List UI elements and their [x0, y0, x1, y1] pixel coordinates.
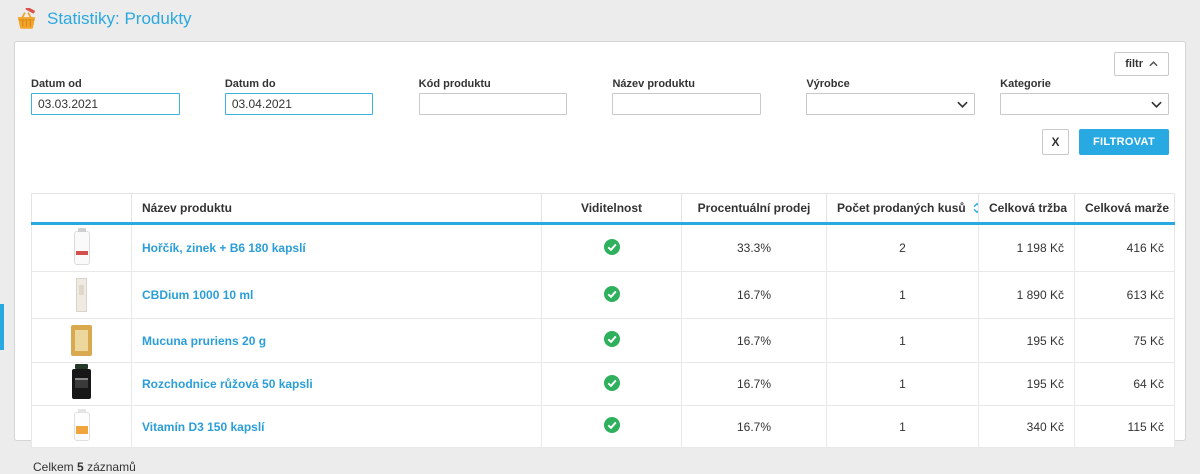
date-from-label: Datum od: [31, 78, 200, 90]
visible-check-icon: [604, 375, 620, 391]
products-stats-table: Název produktu Viditelnost Procentuální …: [31, 193, 1175, 448]
date-to-label: Datum do: [225, 78, 394, 90]
revenue-cell: 195 Kč: [979, 363, 1075, 406]
filter-field-product-code: Kód produktu: [419, 78, 588, 115]
records-total-suffix: záznamů: [87, 460, 136, 474]
margin-cell: 613 Kč: [1075, 272, 1175, 319]
column-header-product-name: Název produktu: [132, 194, 542, 224]
product-thumbnail: [76, 278, 87, 312]
filter-field-date-to: Datum do: [225, 78, 394, 115]
visible-check-icon: [604, 331, 620, 347]
product-link[interactable]: Mucuna pruriens 20 g: [142, 334, 266, 348]
column-header-sold-count[interactable]: Počet prodaných kusů: [827, 194, 979, 224]
filter-field-product-name: Název produktu: [612, 78, 781, 115]
revenue-cell: 195 Kč: [979, 319, 1075, 363]
percent-cell: 16.7%: [682, 272, 827, 319]
table-row: CBDium 1000 10 ml 16.7% 1 1 890 Kč 613 K…: [32, 272, 1175, 319]
product-thumbnail: [74, 231, 90, 265]
column-label: Počet prodaných kusů: [837, 201, 966, 215]
percent-cell: 16.7%: [682, 319, 827, 363]
chevron-down-icon: [1151, 101, 1162, 108]
count-cell: 1: [827, 319, 979, 363]
product-code-input[interactable]: [419, 93, 568, 115]
column-label: Celková tržba: [989, 201, 1067, 215]
percent-cell: 33.3%: [682, 224, 827, 272]
percent-cell: 16.7%: [682, 363, 827, 406]
product-thumbnail: [72, 369, 91, 399]
visible-check-icon: [604, 417, 620, 433]
count-cell: 1: [827, 272, 979, 319]
clear-filter-button[interactable]: X: [1042, 129, 1069, 155]
margin-cell: 416 Kč: [1075, 224, 1175, 272]
column-header-percent-sales: Procentuální prodej: [682, 194, 827, 224]
filter-field-category: Kategorie: [1000, 78, 1169, 115]
filter-submit-button[interactable]: FILTROVAT: [1079, 129, 1169, 155]
filter-field-date-from: Datum od: [31, 78, 200, 115]
filter-field-manufacturer: Výrobce: [806, 78, 975, 115]
chevron-up-icon: [1149, 61, 1158, 67]
table-header-row: Název produktu Viditelnost Procentuální …: [32, 194, 1175, 224]
column-header-total-revenue[interactable]: Celková tržba: [979, 194, 1075, 224]
product-name-label: Název produktu: [612, 78, 781, 90]
percent-cell: 16.7%: [682, 406, 827, 448]
records-total: Celkem 5 záznamů: [31, 448, 1169, 474]
product-link[interactable]: Vitamín D3 150 kapslí: [142, 420, 265, 434]
filter-toggle-button[interactable]: filtr: [1114, 52, 1169, 76]
sort-icon[interactable]: [973, 203, 979, 213]
column-label: Celková marže: [1085, 201, 1169, 215]
table-row: Vitamín D3 150 kapslí 16.7% 1 340 Kč 115…: [32, 406, 1175, 448]
column-header-image: [32, 194, 132, 224]
product-code-label: Kód produktu: [419, 78, 588, 90]
page-title: Statistiky: Produkty: [47, 9, 192, 29]
count-cell: 2: [827, 224, 979, 272]
date-from-input[interactable]: [31, 93, 180, 115]
margin-cell: 75 Kč: [1075, 319, 1175, 363]
product-link[interactable]: Rozchodnice růžová 50 kapsli: [142, 377, 313, 391]
count-cell: 1: [827, 363, 979, 406]
manufacturer-label: Výrobce: [806, 78, 975, 90]
product-thumbnail: [74, 412, 90, 441]
table-row: Rozchodnice růžová 50 kapsli 16.7% 1 195…: [32, 363, 1175, 406]
page-header: Statistiky: Produkty: [0, 0, 1200, 38]
table-row: Hořčík, zinek + B6 180 kapslí 33.3% 2 1 …: [32, 224, 1175, 272]
basket-icon: [15, 8, 38, 31]
visible-check-icon: [604, 286, 620, 302]
filter-toggle-label: filtr: [1125, 58, 1143, 70]
product-link[interactable]: CBDium 1000 10 ml: [142, 288, 253, 302]
revenue-cell: 340 Kč: [979, 406, 1075, 448]
date-to-input[interactable]: [225, 93, 374, 115]
column-header-visibility: Viditelnost: [542, 194, 682, 224]
column-header-total-margin[interactable]: Celková marže: [1075, 194, 1175, 224]
margin-cell: 115 Kč: [1075, 406, 1175, 448]
content-card: filtr Datum od Datum do Kód produktu Náz…: [14, 41, 1186, 441]
visible-check-icon: [604, 239, 620, 255]
count-cell: 1: [827, 406, 979, 448]
category-label: Kategorie: [1000, 78, 1169, 90]
records-total-count: 5: [77, 460, 84, 474]
chevron-down-icon: [957, 101, 968, 108]
revenue-cell: 1 198 Kč: [979, 224, 1075, 272]
margin-cell: 64 Kč: [1075, 363, 1175, 406]
product-name-input[interactable]: [612, 93, 761, 115]
product-link[interactable]: Hořčík, zinek + B6 180 kapslí: [142, 241, 306, 255]
revenue-cell: 1 890 Kč: [979, 272, 1075, 319]
filter-fields: Datum od Datum do Kód produktu Název pro…: [31, 78, 1169, 115]
category-select[interactable]: [1000, 93, 1169, 115]
table-row: Mucuna pruriens 20 g 16.7% 1 195 Kč 75 K…: [32, 319, 1175, 363]
product-thumbnail: [71, 325, 92, 356]
manufacturer-select[interactable]: [806, 93, 975, 115]
side-panel-handle[interactable]: [0, 304, 4, 350]
records-total-prefix: Celkem: [33, 460, 74, 474]
